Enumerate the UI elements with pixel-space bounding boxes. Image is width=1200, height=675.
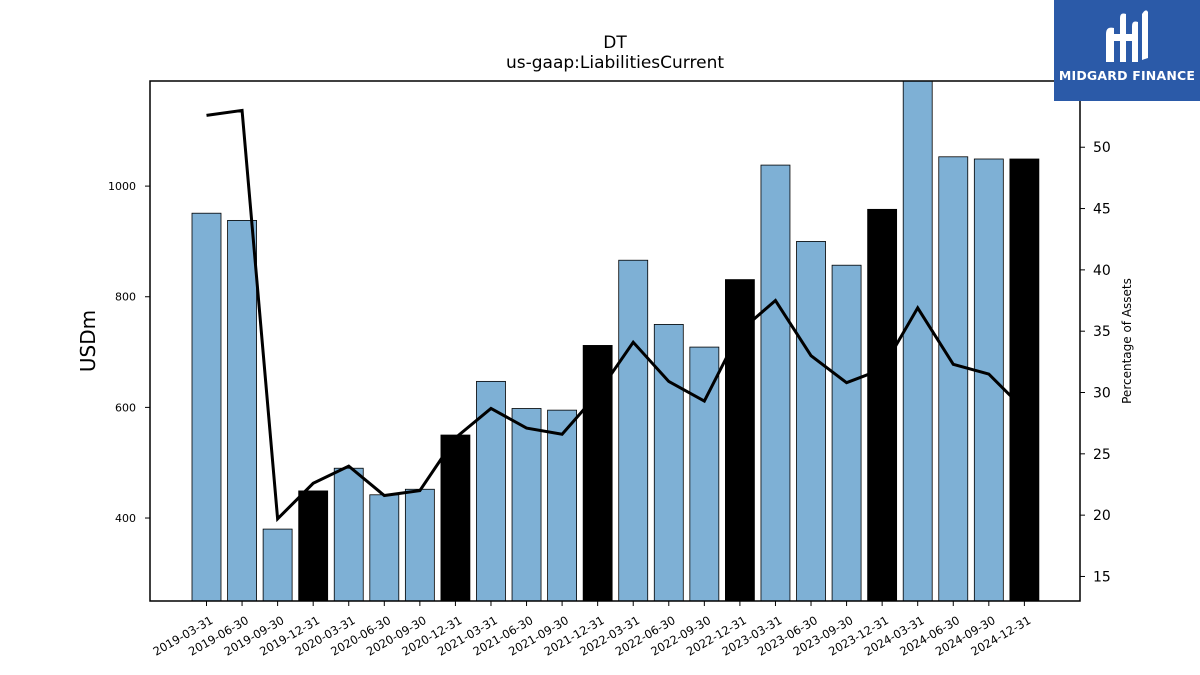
y2-axis-label: Percentage of Assets (1120, 278, 1134, 404)
plot-frame (149, 80, 1081, 602)
bar-2024-03-31 (902, 80, 933, 602)
midgard-logo-icon (1106, 10, 1148, 63)
bar-2023-12-31 (867, 208, 898, 602)
y-axis-left: 400 600 800 1000 (108, 180, 150, 525)
chart-title: DT (603, 33, 627, 53)
bar-2020-09-30 (404, 488, 435, 602)
y2-tick-label: 35 (1093, 324, 1111, 340)
bar-2020-12-31 (440, 434, 471, 602)
y2-tick-label: 40 (1093, 263, 1111, 279)
bar-2020-06-30 (369, 494, 400, 602)
bar-2019-03-31 (191, 212, 222, 602)
y2-tick-label: 20 (1093, 508, 1111, 524)
bar-group (191, 80, 1040, 602)
logo-text: MIDGARD FINANCE (1058, 68, 1196, 83)
bar-2022-03-31 (618, 259, 649, 602)
bar-2019-06-30 (227, 219, 257, 602)
y-tick-label: 800 (115, 291, 136, 304)
y-axis-label: USDm (76, 310, 100, 372)
y2-tick-label: 45 (1093, 202, 1111, 218)
percentage-line (206, 108, 1026, 523)
y-tick-label: 600 (115, 401, 136, 414)
y2-tick-label: 30 (1093, 386, 1111, 402)
bar-2022-09-30 (689, 346, 720, 602)
bar-2020-03-31 (333, 467, 364, 602)
y2-tick-label: 15 (1093, 569, 1111, 585)
bar-2024-09-30 (973, 158, 1004, 602)
bar-2023-03-31 (760, 164, 791, 602)
y-axis-right: 15 20 25 30 35 40 45 50 (1080, 140, 1111, 585)
x-axis: 2019-03-312019-06-302019-09-302019-12-31… (151, 601, 1033, 659)
bar-2022-06-30 (653, 323, 684, 602)
bar-2021-09-30 (547, 409, 577, 602)
midgard-finance-logo: MIDGARD FINANCE (1054, 0, 1200, 101)
y2-tick-label: 50 (1093, 140, 1111, 156)
y-tick-label: 1000 (108, 180, 136, 193)
bar-2024-06-30 (938, 156, 969, 602)
bar-2023-06-30 (796, 241, 826, 602)
bar-2023-09-30 (831, 264, 862, 602)
y2-tick-label: 25 (1093, 447, 1111, 463)
bar-2021-06-30 (511, 408, 542, 602)
bar-2024-12-31 (1009, 158, 1040, 602)
y-tick-label: 400 (115, 512, 136, 525)
bar-2019-09-30 (262, 528, 293, 602)
chart-subtitle: us-gaap:LiabilitiesCurrent (505, 53, 725, 73)
bar-2022-12-31 (725, 279, 755, 602)
bar-2021-12-31 (582, 345, 613, 602)
line-group (206, 108, 1026, 523)
bar-2019-12-31 (298, 490, 329, 602)
